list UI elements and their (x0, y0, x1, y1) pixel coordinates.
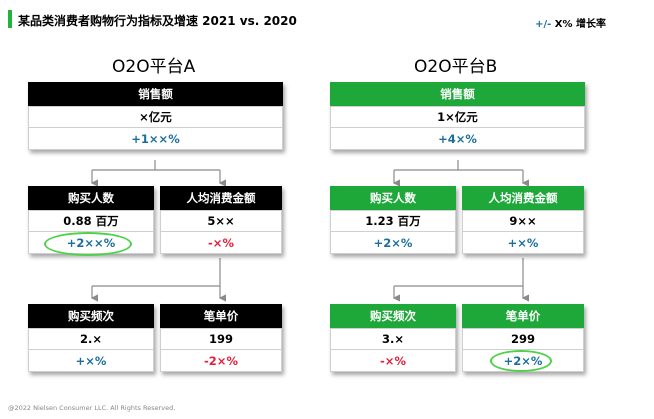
sales-value: ×亿元 (28, 106, 283, 128)
buyers-growth: +2×% (330, 232, 456, 254)
growth-legend: +/- X% 增长率 (535, 15, 606, 30)
title-accent-bar (8, 10, 12, 28)
spend-value: 5×× (160, 210, 282, 232)
copyright-footer: @2022 Nielsen Consumer LLC. All Rights R… (8, 404, 176, 412)
buyers-label: 购买人数 (330, 186, 456, 210)
freq-growth: -×% (330, 350, 456, 372)
price-growth: -2×% (160, 350, 282, 372)
buyers-value: 0.88 百万 (28, 210, 154, 232)
spend-growth: -×% (160, 232, 282, 254)
price-value: 299 (462, 328, 584, 350)
platform-b-freq-box: 购买频次 3.× -×% (330, 304, 456, 372)
highlight-oval-a-buyers (44, 232, 132, 256)
freq-label: 购买频次 (28, 304, 154, 328)
price-label: 笔单价 (160, 304, 282, 328)
platform-b-sales-box: 销售额 1×亿元 +4×% (330, 82, 585, 150)
freq-value: 3.× (330, 328, 456, 350)
sales-label: 销售额 (330, 82, 585, 106)
spend-label: 人均消费金额 (462, 186, 584, 210)
platform-a-title: O2O平台A (112, 57, 196, 77)
platform-a-freq-box: 购买频次 2.× +×% (28, 304, 154, 372)
platform-b-buyers-box: 购买人数 1.23 百万 +2×% (330, 186, 456, 254)
buyers-value: 1.23 百万 (330, 210, 456, 232)
spend-growth: +×% (462, 232, 584, 254)
legend-prefix: +/- (535, 19, 552, 30)
platform-a-sales-box: 销售额 ×亿元 +1××% (28, 82, 283, 150)
platform-a-spend-box: 人均消费金额 5×× -×% (160, 186, 282, 254)
price-value: 199 (160, 328, 282, 350)
price-label: 笔单价 (462, 304, 584, 328)
platform-b-spend-box: 人均消费金额 9×× +×% (462, 186, 584, 254)
freq-growth: +×% (28, 350, 154, 372)
sales-growth: +1××% (28, 128, 283, 150)
spend-label: 人均消费金额 (160, 186, 282, 210)
highlight-oval-b-price (490, 350, 552, 372)
sales-growth: +4×% (330, 128, 585, 150)
sales-label: 销售额 (28, 82, 283, 106)
page-title: 某品类消费者购物行为指标及增速 2021 vs. 2020 (18, 14, 297, 28)
buyers-label: 购买人数 (28, 186, 154, 210)
platform-a-price-box: 笔单价 199 -2×% (160, 304, 282, 372)
sales-value: 1×亿元 (330, 106, 585, 128)
platform-b-title: O2O平台B (414, 57, 498, 77)
spend-value: 9×× (462, 210, 584, 232)
freq-value: 2.× (28, 328, 154, 350)
legend-text: X% 增长率 (554, 19, 606, 30)
freq-label: 购买频次 (330, 304, 456, 328)
